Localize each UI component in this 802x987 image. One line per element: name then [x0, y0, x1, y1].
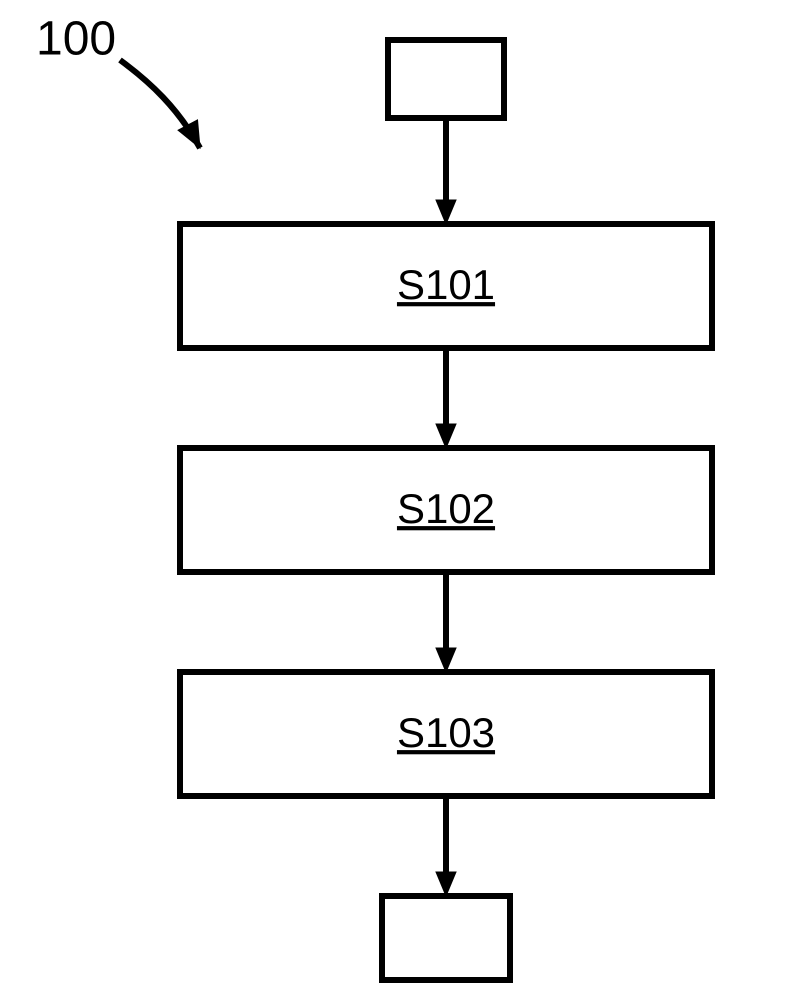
flowchart-canvas: S101 S102 S103 100: [0, 0, 802, 987]
figure-label-text: 100: [36, 13, 116, 66]
node-label: S102: [397, 485, 495, 532]
node-label: S101: [397, 261, 495, 308]
arrowhead-icon: [436, 424, 456, 448]
node-label: S103: [397, 709, 495, 756]
flow-edge-s102-s103: [436, 572, 456, 672]
flow-edge-start-s101: [436, 118, 456, 224]
flow-node-start: [388, 40, 504, 118]
arrowhead-icon: [436, 200, 456, 224]
node-box: [388, 40, 504, 118]
flow-edge-s103-end: [436, 796, 456, 896]
arrowhead-icon: [436, 872, 456, 896]
figure-label: 100: [36, 13, 200, 148]
arrowhead-icon: [436, 648, 456, 672]
flow-node-s103: S103: [180, 672, 712, 796]
node-box: [382, 896, 510, 980]
flow-node-s101: S101: [180, 224, 712, 348]
flow-node-end: [382, 896, 510, 980]
flow-edge-s101-s102: [436, 348, 456, 448]
flow-node-s102: S102: [180, 448, 712, 572]
